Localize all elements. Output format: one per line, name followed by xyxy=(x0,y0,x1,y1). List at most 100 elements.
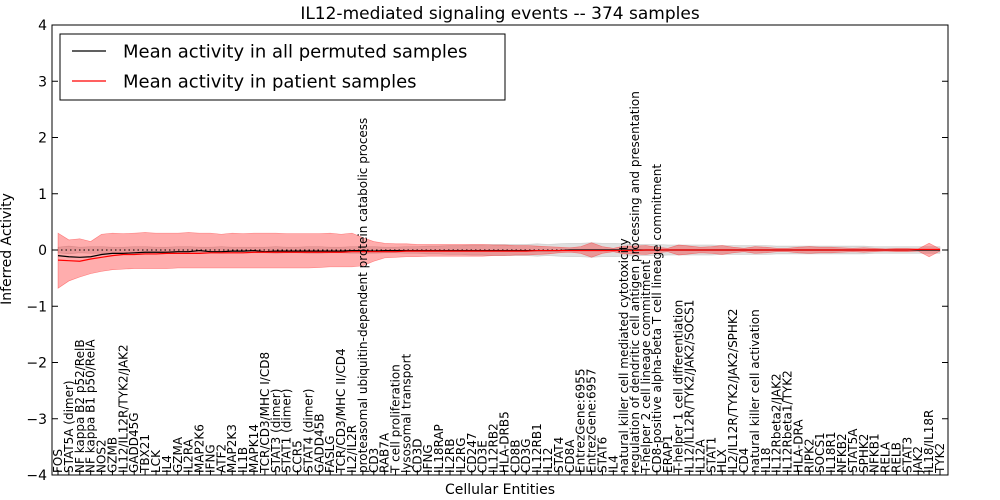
x-tick-label: GZMA xyxy=(171,436,185,473)
x-tick-label: IL12Rbeta1/TYK2 xyxy=(781,370,795,473)
x-tick-label: GADD45B xyxy=(312,414,326,474)
x-tick-label: STAT5A (dimer) xyxy=(62,380,76,473)
x-tick-label: CD8-positive alpha-beta T cell lineage c… xyxy=(650,164,664,473)
x-tick-label: CD3 xyxy=(367,448,381,473)
x-tick-label: CD8B xyxy=(508,440,522,474)
x-tick-label: lysosomal transport xyxy=(399,353,413,473)
y-tick-label: −4 xyxy=(26,468,47,484)
x-tick-label: JAK2 xyxy=(911,446,925,474)
x-tick-label: MAP2K3 xyxy=(225,424,239,473)
x-tick-label: RELB xyxy=(889,442,903,473)
x-tick-label: regulation of dendritic cell antigen pro… xyxy=(628,91,642,473)
x-tick-label: IL12/IL12R/TYK2/JAK2 xyxy=(116,344,130,473)
x-tick-label: FOS xyxy=(51,449,65,473)
x-tick-label: IL2RB xyxy=(443,439,457,473)
x-tick-label: NF kappa B2 p52/RelB xyxy=(73,339,87,473)
x-tick-label: TBX21 xyxy=(138,434,152,474)
x-tick-label: TCR/CD3/MHC I/CD8 xyxy=(258,352,272,474)
x-tick-label: HLX xyxy=(715,449,729,473)
legend-label-patient: Mean activity in patient samples xyxy=(123,72,417,93)
x-tick-label: HLA-DRB5 xyxy=(497,411,511,473)
x-tick-label: IL2RA xyxy=(182,438,196,473)
x-tick-label: CD4 xyxy=(737,448,751,473)
x-tick-label: IL12 xyxy=(541,448,555,474)
y-tick-label: 4 xyxy=(38,18,47,34)
x-tick-label: STAT1 xyxy=(704,437,718,473)
x-tick-label: IL18 xyxy=(759,448,773,474)
x-tick-label: RELA xyxy=(879,441,893,473)
x-tick-label: MAP2K6 xyxy=(193,424,207,473)
x-tick-label: IL12RB1 xyxy=(530,423,544,473)
x-tick-label: GZMB xyxy=(105,437,119,473)
y-tick-label: −3 xyxy=(26,412,47,428)
x-tick-label: STAT1 (dimer) xyxy=(280,389,294,473)
x-tick-label: FASLG xyxy=(323,435,337,473)
x-tick-label: EntrezGene:6955 xyxy=(574,369,588,474)
x-tick-label: EntrezGene:6957 xyxy=(585,369,599,474)
x-tick-label: IFNG xyxy=(421,444,435,473)
x-tick-label: RIPK2 xyxy=(802,438,816,473)
x-tick-label: SOCS1 xyxy=(813,432,827,473)
x-tick-label: TCR/CD3/MHC II/CD4 xyxy=(334,348,348,474)
x-tick-label: IL18/IL18R xyxy=(922,410,936,473)
legend: Mean activity in all permuted samples Me… xyxy=(59,33,506,101)
x-tick-label: IL12A xyxy=(693,439,707,473)
chart-title: IL12-mediated signaling events -- 374 sa… xyxy=(300,4,700,24)
y-tick-label: 2 xyxy=(38,131,47,147)
x-tick-label: STAT6 xyxy=(595,437,609,473)
x-tick-label: IL12RB2 xyxy=(487,423,501,473)
x-tick-label: STAT5A xyxy=(846,428,860,473)
x-tick-label: IL12/IL12R/TYK2/JAK2/SOCS1 xyxy=(683,300,697,473)
x-tick-label: IL4 xyxy=(606,455,620,473)
x-tick-label: STAT4 (dimer) xyxy=(301,389,315,473)
y-tick-label: −2 xyxy=(26,356,47,372)
x-tick-label: ERAP1 xyxy=(661,434,675,473)
x-tick-label: CD3D xyxy=(410,439,424,474)
x-tick-label: IL4 xyxy=(160,455,174,473)
legend-label-permuted: Mean activity in all permuted samples xyxy=(123,42,467,63)
x-tick-label: SPHK2 xyxy=(857,434,871,473)
x-tick-label: proteasomal ubiquitin-dependent protein … xyxy=(356,118,370,473)
x-tick-label: IL12Rbeta2/JAK2 xyxy=(770,373,784,473)
y-axis-label: Inferred Activity xyxy=(0,193,15,305)
x-tick-label: TYK2 xyxy=(933,443,947,474)
x-tick-label: CD3E xyxy=(476,440,490,473)
x-tick-label: T cell proliferation xyxy=(389,364,403,474)
x-tick-label: NF kappa B1 p50/RelA xyxy=(84,339,98,473)
x-tick-label: IL2/IL2R xyxy=(345,425,359,473)
x-tick-label: T-helper 1 cell differentiation xyxy=(672,300,686,474)
x-tick-label: T-helper 2 cell lineage commitment xyxy=(639,260,653,474)
x-tick-label: natural killer cell activation xyxy=(748,309,762,473)
x-tick-label: GADD45G xyxy=(127,412,141,473)
y-tick-label: 3 xyxy=(38,74,47,90)
x-tick-label: natural killer cell mediated cytotoxicit… xyxy=(617,238,631,473)
x-tick-label: HLA-DRA xyxy=(791,419,805,473)
x-tick-label: ATF2 xyxy=(214,444,228,473)
series-line-patient xyxy=(57,248,940,262)
x-tick-label: STAT4 xyxy=(552,437,566,473)
x-tick-label: IL18R1 xyxy=(824,432,838,473)
x-tick-label: CD3G xyxy=(519,438,533,473)
y-tick-label: −1 xyxy=(26,299,47,315)
x-tick-label: NFKB1 xyxy=(868,433,882,473)
x-tick-label: IFNG xyxy=(203,444,217,473)
x-tick-label: LCK xyxy=(149,449,163,473)
x-tick-label: IL2/IL12R/TYK2/JAK2/SPHK2 xyxy=(726,309,740,473)
band-patient xyxy=(57,232,941,289)
x-tick-label: STAT3 (dimer) xyxy=(269,389,283,473)
x-tick-label: CCR5 xyxy=(291,440,305,473)
x-tick-label: MAPK14 xyxy=(247,424,261,473)
x-axis-label: Cellular Entities xyxy=(445,482,555,498)
x-tick-label: IL2RG xyxy=(454,438,468,474)
x-tick-label: IL1B xyxy=(236,447,250,473)
x-tick-label: RAB7A xyxy=(378,432,392,473)
x-tick-label: NOS2 xyxy=(95,439,109,473)
x-tick-label: STAT3 xyxy=(900,437,914,473)
x-tick-label: CD247 xyxy=(465,432,479,473)
x-tick-label: NFKB2 xyxy=(835,433,849,473)
x-tick-label: IL18RAP xyxy=(432,424,446,473)
y-tick-label: 1 xyxy=(38,187,47,203)
legend-box xyxy=(59,33,506,101)
